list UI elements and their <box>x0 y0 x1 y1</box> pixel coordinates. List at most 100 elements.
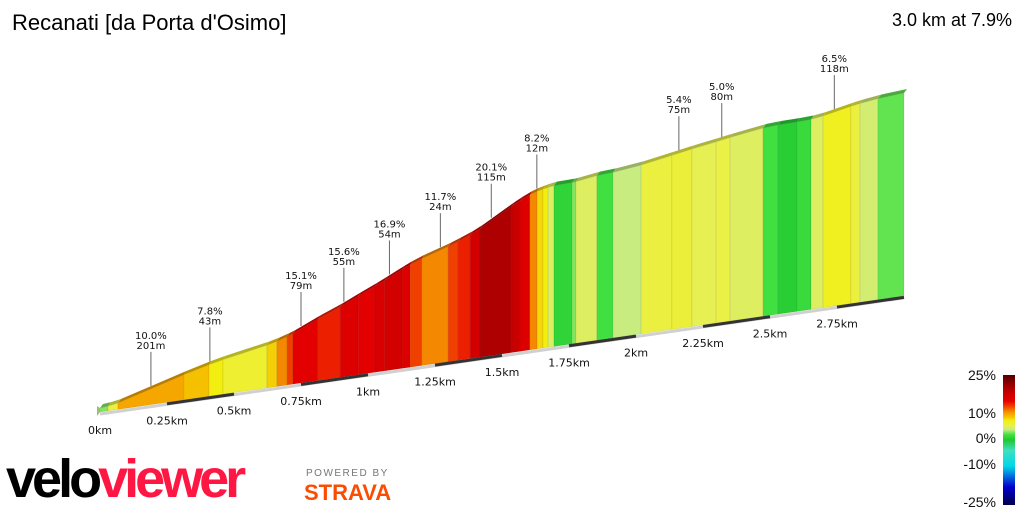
logo-velo: velo <box>6 449 102 509</box>
distance-axis-band <box>434 353 503 367</box>
profile-segment <box>640 155 673 335</box>
profile-top-surface <box>287 329 296 337</box>
profile-top-surface <box>575 171 600 182</box>
profile-segment <box>859 98 879 303</box>
profile-segment <box>222 344 268 395</box>
profile-segment <box>357 285 376 376</box>
profile-segment <box>729 127 764 322</box>
profile-top-surface <box>571 177 579 183</box>
profile-segment <box>208 359 224 397</box>
profile-segment <box>542 186 549 349</box>
profile-segment <box>469 228 481 359</box>
profile-segment <box>553 182 573 347</box>
distance-tick-label: 2.75km <box>816 318 858 331</box>
climb-summary: 3.0 km at 7.9% <box>891 10 1012 30</box>
annotation-length: 24m <box>429 202 451 213</box>
strava-logo[interactable]: STRAVA <box>304 480 392 505</box>
profile-segment <box>374 279 386 373</box>
annotation-length: 80m <box>711 92 733 103</box>
legend-label: 0% <box>976 430 996 446</box>
profile-top-surface <box>511 196 523 206</box>
profile-segment <box>276 336 288 387</box>
profile-segment <box>822 105 852 308</box>
annotation-grade: 7.8% <box>197 306 222 317</box>
profile-segment <box>777 121 798 315</box>
distance-axis-band <box>836 295 905 309</box>
profile-top-surface <box>519 190 533 201</box>
profile-segment <box>810 115 824 310</box>
distance-tick-label: 0km <box>88 424 112 437</box>
profile-top-surface <box>763 121 782 129</box>
profile-segment <box>571 181 577 345</box>
distance-axis-band <box>568 334 637 348</box>
annotation-length: 115m <box>477 173 506 184</box>
profile-top-surface <box>100 402 112 408</box>
profile-top-surface <box>537 185 547 192</box>
profile-segment <box>877 92 905 301</box>
profile-top-surface <box>266 337 280 346</box>
gradient-legend: 25% 10% 0% -10% -25% <box>963 367 1015 510</box>
profile-top-surface <box>730 124 767 138</box>
profile-top-surface <box>716 133 734 142</box>
profile-top-surface <box>543 183 552 190</box>
profile-segment <box>850 103 861 304</box>
profile-segment <box>536 188 544 350</box>
distance-tick-label: 0.75km <box>280 395 322 408</box>
annotation-grade: 11.7% <box>424 192 456 203</box>
profile-top-surface <box>448 237 462 247</box>
annotation-grade: 5.4% <box>666 95 691 106</box>
profile-top-surface <box>823 102 854 116</box>
annotation-length: 79m <box>290 281 312 292</box>
profile-top-surface <box>529 187 541 195</box>
profile-segment <box>575 175 598 344</box>
distance-tick-label: 0.5km <box>217 405 252 418</box>
annotation-grade: 5.0% <box>709 82 734 93</box>
profile-segment <box>511 200 521 353</box>
profile-segment <box>691 141 717 327</box>
distance-tick-label: 1km <box>356 385 380 398</box>
profile-top-surface <box>374 276 388 287</box>
profile-top-surface <box>317 303 344 320</box>
profile-segment <box>762 124 779 317</box>
profile-segment <box>479 205 513 358</box>
profile-top-surface <box>612 161 645 173</box>
profile-top-surface <box>276 332 291 342</box>
profile-top-surface <box>850 99 864 107</box>
annotation-grade: 10.0% <box>135 331 167 342</box>
profile-segment <box>286 333 294 386</box>
veloviewer-logo[interactable]: veloviewer <box>6 449 246 509</box>
profile-segment <box>796 119 812 312</box>
legend-color-bar <box>1003 375 1015 505</box>
profile-segment <box>671 148 693 330</box>
profile-segment <box>401 264 411 369</box>
profile-top-surface <box>778 118 801 126</box>
profile-top-surface <box>548 181 557 188</box>
profile-segment <box>547 185 555 348</box>
profile-segment <box>421 246 449 366</box>
profile-top-surface <box>410 254 425 265</box>
distance-axis: 0km 0.25km 0.5km 0.75km 1km 1.25km 1.5km 1.75km… <box>88 295 905 437</box>
distance-tick-label: 1.25km <box>414 376 456 389</box>
annotation-length: 75m <box>668 105 690 116</box>
legend-label: 10% <box>968 405 996 421</box>
profile-segment <box>317 306 341 381</box>
profile-segment <box>292 318 319 385</box>
annotation-grade: 15.6% <box>328 247 360 258</box>
annotation-length: 118m <box>820 64 849 75</box>
profile-top-surface <box>117 370 187 404</box>
profile-top-surface <box>402 260 414 270</box>
annotation-length: 43m <box>199 316 221 327</box>
annotation-length: 12m <box>526 144 548 155</box>
distance-axis-band <box>300 373 369 386</box>
annotation-length: 201m <box>137 341 166 352</box>
annotations: 10.0%201m 7.8%43m 15.1%79m 15.6%55m 16.9%54m… <box>135 54 849 386</box>
profile-top-surface <box>797 115 815 123</box>
profile-segment <box>519 194 531 352</box>
profile-top-surface <box>183 360 213 375</box>
profile-top-surface <box>458 230 474 242</box>
profile-top-surface <box>860 94 882 104</box>
profile-top-surface <box>209 355 227 365</box>
profile-top-surface <box>384 265 406 281</box>
annotation-length: 54m <box>378 229 400 240</box>
